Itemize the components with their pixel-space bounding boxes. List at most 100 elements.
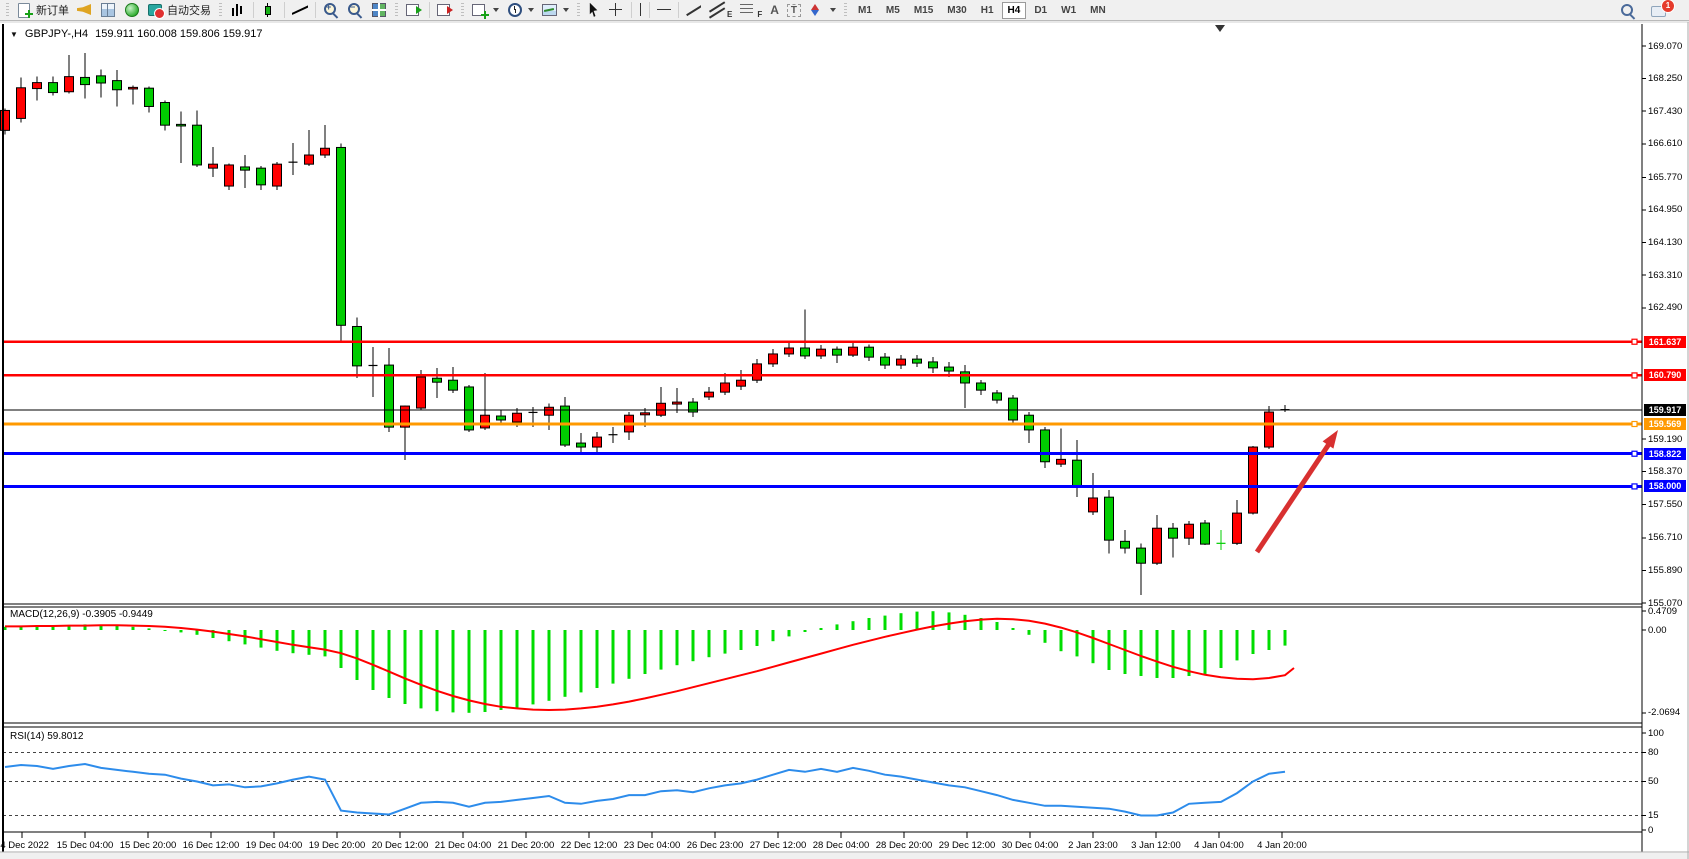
macd-bar (531, 630, 535, 705)
candle (1264, 406, 1274, 450)
macd-bar (883, 615, 887, 630)
navigator-button[interactable] (121, 1, 143, 19)
line-chart-button[interactable] (289, 1, 311, 19)
macd-bar (643, 630, 647, 674)
macd-bar (1075, 630, 1079, 657)
text-label-tool-button[interactable]: T (784, 1, 804, 19)
horizontal-line-tool-button[interactable] (654, 1, 674, 19)
periods-button[interactable] (504, 1, 537, 19)
candle (656, 386, 666, 418)
line-handle[interactable] (1631, 420, 1638, 428)
candle (1232, 499, 1242, 545)
candlestick-chart-button[interactable] (258, 1, 280, 19)
search-icon (1619, 2, 1635, 18)
macd-bar (979, 618, 983, 630)
chart-shift-icon (437, 2, 453, 18)
tile-windows-icon (371, 2, 387, 18)
timeframe-h1-button[interactable]: H1 (980, 4, 994, 16)
macd-bar (1011, 628, 1015, 630)
candle (704, 386, 714, 401)
new-order-label: 新订单 (36, 5, 69, 17)
timeframe-w1-button[interactable]: W1 (1061, 4, 1077, 16)
candle (368, 347, 378, 397)
text-tool-button[interactable]: A (767, 1, 782, 19)
macd-bar (275, 630, 279, 651)
one-click-trading-arrow-icon[interactable]: ▼ (10, 29, 18, 39)
timeframe-m30-button[interactable]: M30 (947, 4, 967, 16)
channel-tool-button[interactable]: E (706, 1, 735, 19)
timeframe-m1-button[interactable]: M1 (858, 4, 872, 16)
bar-chart-icon (230, 2, 246, 18)
trend-arrow-head[interactable] (1322, 430, 1338, 449)
megaphone-icon (77, 2, 92, 18)
line-handle[interactable] (1631, 372, 1638, 379)
channel-glyph: E (727, 10, 733, 19)
line-handle[interactable] (1631, 483, 1638, 490)
macd-bar (131, 626, 135, 630)
line-chart-icon (292, 2, 308, 18)
arrows-tool-button[interactable] (806, 1, 839, 19)
toolbar-grip (577, 3, 580, 17)
candle (544, 403, 554, 430)
market-watch-button[interactable] (97, 1, 119, 19)
candle (560, 396, 570, 448)
toolbar-grip (219, 3, 222, 17)
line-handle[interactable] (1631, 338, 1638, 345)
candle (1216, 530, 1226, 551)
macd-bar (1203, 630, 1207, 674)
candle (48, 76, 58, 96)
zoom-out-button[interactable] (344, 1, 366, 19)
macd-bar (1171, 630, 1175, 678)
line-handle[interactable] (1631, 450, 1638, 457)
notifications-button[interactable]: 1 (1648, 0, 1675, 19)
zoom-in-button[interactable] (320, 1, 342, 19)
toolbar-grip (395, 3, 398, 17)
notification-badge: 1 (1661, 0, 1675, 13)
timeframe-m15-button[interactable]: M15 (913, 4, 934, 16)
trend-arrow-object[interactable] (1254, 439, 1334, 554)
vertical-line-tool-button[interactable] (636, 1, 645, 19)
macd-bar (211, 630, 215, 638)
indicators-button[interactable] (469, 1, 502, 19)
candle (1136, 543, 1146, 596)
auto-scroll-button[interactable] (403, 1, 425, 19)
macd-bar (835, 624, 839, 630)
macd-bar (1123, 630, 1127, 674)
macd-bar (595, 630, 599, 688)
search-button[interactable] (1616, 1, 1638, 19)
macd-bar (915, 611, 919, 630)
market-watch-icon (100, 2, 116, 18)
autotrading-button[interactable]: 自动交易 (145, 1, 214, 19)
candle (1248, 445, 1258, 515)
macd-bar (723, 630, 727, 654)
candle (448, 367, 458, 393)
fibonacci-tool-button[interactable]: F (737, 1, 765, 19)
macd-bar (1251, 630, 1255, 654)
macd-bar (579, 630, 583, 693)
candle (384, 347, 394, 432)
timeframe-d1-button[interactable]: D1 (1034, 4, 1048, 16)
timeframe-m5-button[interactable]: M5 (885, 4, 900, 16)
chevron-down-icon (830, 8, 837, 12)
chart-shift-button[interactable] (434, 1, 456, 19)
crosshair-tool-button[interactable] (605, 1, 627, 19)
candle (896, 355, 906, 370)
macd-bar (707, 630, 711, 658)
timeframe-h4-button[interactable]: H4 (1001, 1, 1027, 19)
cursor-tool-button[interactable] (585, 1, 603, 19)
bar-chart-button[interactable] (227, 1, 249, 19)
announcements-button[interactable] (74, 1, 95, 19)
chart-symbol-line[interactable]: ▼ GBPJPY-,H4 159.911 160.008 159.806 159… (10, 28, 263, 40)
macd-bar (435, 630, 439, 712)
vertical-line-icon (639, 2, 642, 18)
template-icon (542, 2, 558, 18)
macd-bar (99, 625, 103, 630)
trendline-tool-button[interactable] (683, 1, 704, 19)
templates-button[interactable] (539, 1, 572, 19)
timeframe-mn-button[interactable]: MN (1090, 4, 1106, 16)
tile-windows-button[interactable] (368, 1, 390, 19)
toolbar: 新订单 自动交易 E F (0, 0, 1689, 21)
candle (80, 52, 90, 99)
new-order-button[interactable]: 新订单 (14, 1, 72, 19)
